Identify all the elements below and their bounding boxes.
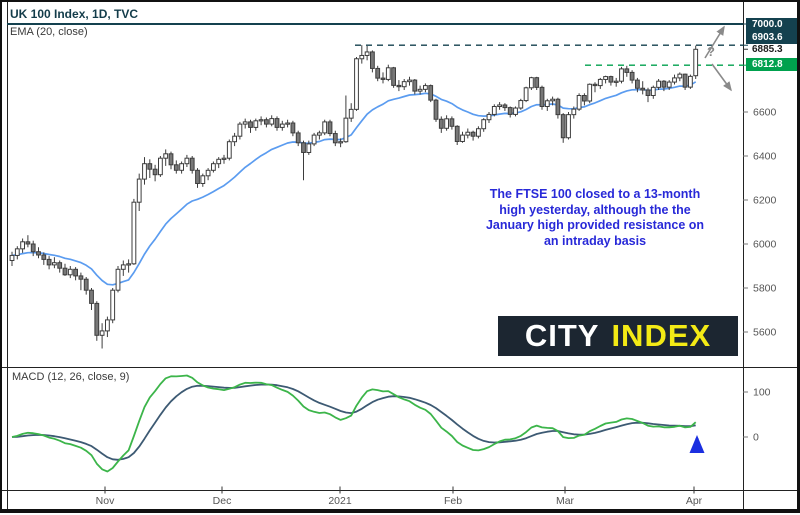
price-label-last: 6885.3 (752, 44, 783, 55)
scenario-arrows (704, 25, 732, 92)
analyst-note: The FTSE 100 closed to a 13-month high y… (455, 187, 735, 249)
horizontal-levels (7, 23, 743, 66)
time-tick-label: Nov (96, 495, 115, 507)
question-mark-annotation: ? (707, 44, 715, 59)
time-tick-label: 2021 (328, 495, 352, 507)
time-tick-label: Apr (686, 495, 703, 507)
down-scenario-arrow-icon (711, 63, 732, 92)
logo-text-index: INDEX (611, 318, 712, 353)
price-tick-label: 6400 (753, 151, 777, 163)
macd-axis[interactable]: 100 0 (743, 387, 771, 444)
macd-tick-label: 0 (753, 432, 759, 444)
price-tick-label: 5800 (753, 283, 777, 295)
price-badge-ema: 6812.8 (746, 58, 797, 71)
time-axis[interactable]: Nov Dec 2021 Feb Mar Apr (96, 486, 703, 508)
analyst-note-line: The FTSE 100 closed to a 13-month (489, 187, 701, 201)
macd-tick-label: 100 (753, 387, 771, 399)
up-scenario-arrow-icon (704, 25, 725, 59)
price-tick-label: 5600 (753, 327, 777, 339)
price-tick-label: 6600 (753, 107, 777, 119)
analyst-note-line: January high provided resistance on (485, 218, 705, 232)
macd-indicator-label: MACD (12, 26, close, 9) (12, 371, 130, 383)
price-axis[interactable]: 6600 6400 6200 6000 5800 5600 (743, 23, 777, 339)
macd-line (11, 374, 697, 473)
frame-border-right (797, 0, 800, 513)
price-tick-label: 6000 (753, 239, 777, 251)
frame-border-left (0, 0, 2, 513)
candlestick-series (9, 45, 699, 349)
time-tick-label: Dec (213, 495, 232, 507)
price-badge-7000: 7000.0 (746, 18, 797, 31)
frame-border-top (0, 0, 800, 2)
macd-signal-line (11, 383, 696, 461)
time-tick-label: Mar (556, 495, 575, 507)
ema-line (11, 81, 697, 286)
time-tick-label: Feb (444, 495, 462, 507)
chart-title: UK 100 Index, 1D, TVC (10, 7, 139, 21)
city-index-logo: CITY INDEX (498, 316, 738, 356)
frame-border-bottom (0, 509, 800, 513)
analyst-note-line: an intraday basis (543, 233, 647, 248)
pane-borders (2, 2, 798, 509)
price-badge-jan-high: 6903.6 (746, 31, 797, 44)
ema-indicator-label: EMA (20, close) (10, 26, 88, 38)
price-tick-label: 6200 (753, 195, 777, 207)
logo-text-city: CITY (524, 318, 600, 353)
analyst-note-line: high yesterday, although the the (499, 202, 691, 217)
